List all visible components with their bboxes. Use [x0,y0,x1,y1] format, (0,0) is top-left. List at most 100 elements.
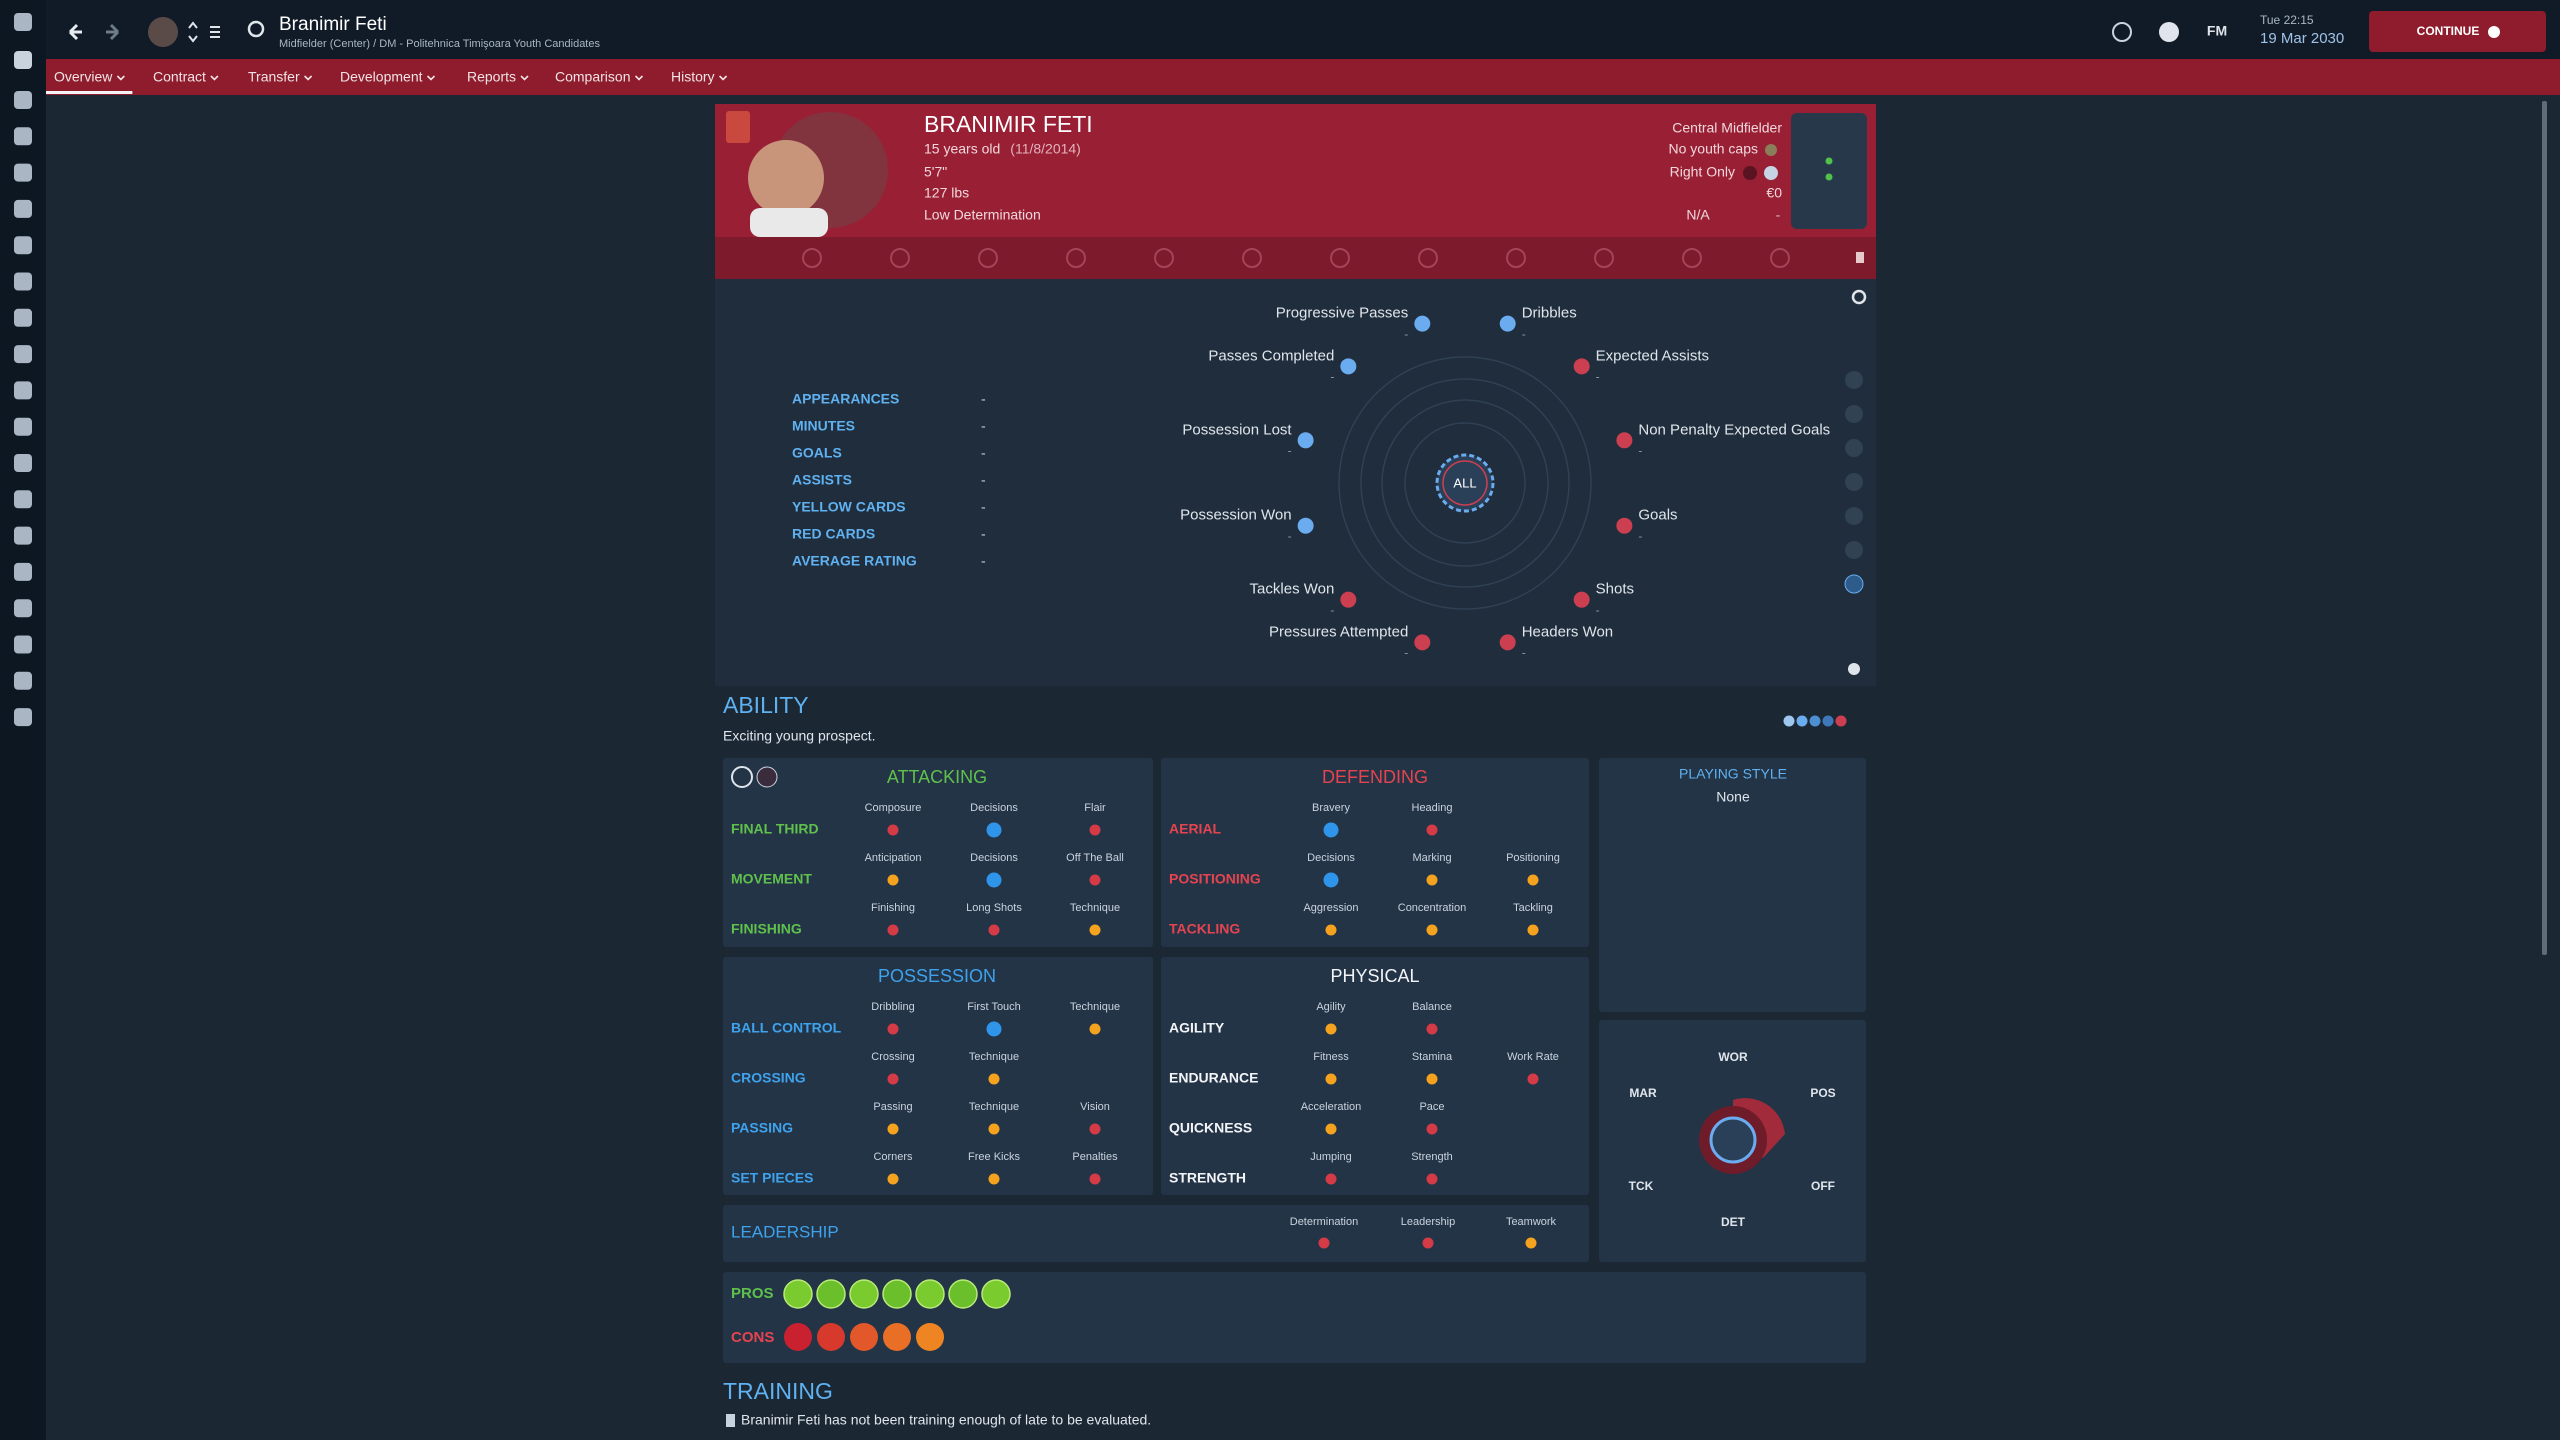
personality-label: TCK [1629,1179,1654,1193]
attribute-dot [1325,924,1337,936]
attribute-name: Bravery [1312,802,1350,814]
filter-icon[interactable] [1845,405,1863,423]
nav-icon[interactable] [14,51,32,69]
stat-value: - [981,472,986,488]
profile-height: 5'7" [924,164,947,180]
nav-icon[interactable] [14,526,32,545]
nav-icon[interactable] [14,163,32,182]
filter-icon[interactable] [1845,439,1863,457]
stat-value: - [981,526,986,542]
radar-metric-dot [1573,591,1590,608]
radar-metric-label: Possession Lost [1182,421,1292,438]
nav-icon[interactable] [14,345,32,364]
pro-icon [783,1279,813,1309]
tab[interactable]: Contract [153,69,206,85]
row-label: ENDURANCE [1169,1070,1258,1086]
tab[interactable]: Reports [467,69,516,85]
tab[interactable]: Transfer [248,69,300,85]
continue-button[interactable] [2369,11,2546,52]
radar-metric-label: Headers Won [1522,623,1613,640]
nav-icon[interactable] [14,91,32,109]
nav-icon[interactable] [14,417,32,436]
date: 19 Mar 2030 [2260,30,2344,47]
radar-metric-dot [1616,432,1633,449]
attribute-name: Passing [873,1101,912,1113]
attribute-name: Anticipation [865,852,922,864]
nav-icon[interactable] [14,599,32,618]
nav-icon[interactable] [14,708,32,727]
nav-icon[interactable] [14,308,32,327]
filter-icon[interactable] [1844,574,1864,594]
attribute-dot [1089,924,1101,936]
filter-icon[interactable] [1845,473,1863,491]
nav-icon[interactable] [14,13,32,31]
delete-icon [1856,252,1864,263]
radar-metric-label: Non Penalty Expected Goals [1638,421,1830,438]
row-label: FINAL THIRD [731,821,819,837]
forward-button[interactable] [106,23,120,41]
pro-icon [849,1279,879,1309]
caps-icon [1765,144,1777,156]
role-badge [731,766,753,788]
con-icon [916,1323,944,1351]
radar-metric-dot [1616,517,1633,534]
nav-icon[interactable] [14,454,32,472]
tab[interactable]: Development [340,69,423,85]
profile-value: €0 [1766,185,1782,201]
attribute-dot [1325,1023,1337,1035]
help-button[interactable] [2159,22,2179,42]
badge [726,111,750,143]
attribute-name: Determination [1290,1216,1358,1228]
continue-label[interactable]: CONTINUE [2417,24,2480,38]
position-dot [1825,157,1833,165]
tab[interactable]: Overview [54,69,113,85]
tab[interactable]: Comparison [555,69,630,85]
radar-metric-value: - [1522,327,1526,341]
nav-icon[interactable] [14,381,32,400]
nav-icon[interactable] [14,272,32,291]
menu-button[interactable] [210,26,220,38]
radar-metric-label: Expected Assists [1596,347,1709,364]
back-button[interactable] [68,23,82,41]
search-button[interactable] [247,20,265,38]
radar-metric-label: Passes Completed [1208,347,1334,364]
pro-icon [948,1279,978,1309]
attribute-name: Long Shots [966,902,1022,914]
attribute-name: Technique [1070,1001,1120,1013]
profile-caps: No youth caps [1669,141,1759,157]
nav-icon[interactable] [14,671,32,690]
attribute-dot [1323,872,1339,888]
radar-ring [1404,422,1526,544]
radar-ring [1360,378,1570,588]
nav-icon[interactable] [14,562,32,581]
nav-icon[interactable] [14,490,32,509]
filter-icon[interactable] [1845,507,1863,525]
profile-foot: Right Only [1670,164,1735,180]
radar-center-inner[interactable] [1442,460,1488,506]
role-icon [1242,248,1262,268]
ability-star [1783,715,1795,727]
nav-icon[interactable] [14,635,32,654]
training-message: Branimir Feti has not been training enou… [741,1412,1151,1428]
tab[interactable]: History [671,69,715,85]
row-label: POSITIONING [1169,871,1261,887]
radar-center-label[interactable]: ALL [1453,475,1476,490]
attribute-name: Penalties [1072,1151,1118,1163]
nav-icon[interactable] [14,236,32,255]
player-switcher[interactable] [188,21,198,43]
top-bar [46,0,2560,59]
attribute-name: Leadership [1401,1216,1455,1228]
profile-status: N/A [1686,207,1710,223]
filter-icon[interactable] [1845,541,1863,559]
filter-icon[interactable] [1845,371,1863,389]
attribute-name: Decisions [970,802,1018,814]
attribute-name: Teamwork [1506,1216,1557,1228]
pro-icon [981,1279,1011,1309]
leadership-label: LEADERSHIP [731,1222,839,1241]
con-icon [883,1323,911,1351]
ability-star [1822,715,1834,727]
attribute-name: Stamina [1412,1051,1453,1063]
radar-metric-value: - [1522,646,1526,660]
nav-icon[interactable] [14,127,32,146]
nav-icon[interactable] [14,199,32,218]
